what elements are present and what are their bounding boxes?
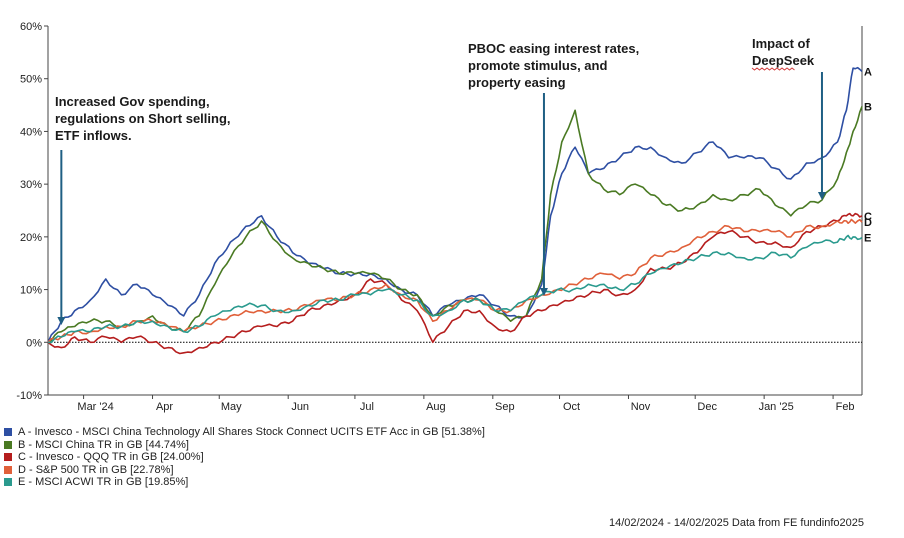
- x-axis: Mar '24 Apr May Jun Jul Aug Sep Oct Nov Dec Jan '2…: [48, 394, 862, 413]
- legend-swatch: [4, 440, 12, 449]
- series-line-E: [47, 234, 863, 344]
- y-tick-label: 10%: [20, 285, 42, 297]
- annotation-text: PBOC easing interest rates,: [468, 41, 639, 56]
- legend-swatch: [4, 478, 12, 487]
- annotation-text: Increased Gov spending,: [55, 94, 210, 109]
- y-tick-label: -10%: [16, 390, 42, 402]
- legend-label: B - MSCI China TR in GB [44.74%]: [18, 438, 189, 451]
- x-tick-label: Aug: [426, 401, 446, 413]
- x-tick-label: Jan '25: [759, 401, 794, 413]
- x-tick-label: May: [221, 401, 242, 413]
- y-tick-label: 50%: [20, 74, 42, 86]
- x-tick-label: Oct: [563, 401, 580, 413]
- annotation-arrowhead: [817, 192, 826, 200]
- end-label-B: B: [864, 101, 872, 113]
- annotation-arrowhead: [57, 317, 66, 325]
- y-tick-label: 60%: [20, 21, 42, 33]
- legend-item-D: D - S&P 500 TR in GB [22.78%]: [4, 464, 485, 477]
- x-tick-label: Jun: [291, 401, 309, 413]
- series-line-B: [47, 106, 863, 343]
- annotation-text: Impact of: [752, 36, 810, 51]
- legend-swatch: [4, 453, 12, 462]
- legend-item-E: E - MSCI ACWI TR in GB [19.85%]: [4, 476, 485, 489]
- legend-item-A: A - Invesco - MSCI China Technology All …: [4, 426, 485, 439]
- legend-label: E - MSCI ACWI TR in GB [19.85%]: [18, 476, 189, 488]
- legend-swatch: [4, 428, 12, 437]
- chart-area: -10% 0% 10% 20% 30% 40% 50% 60% Mar '24 Apr May Ju…: [16, 21, 872, 413]
- series-line-A: [47, 66, 863, 343]
- legend: A - Invesco - MSCI China Technology All …: [4, 426, 485, 489]
- annotation-arrowhead: [539, 288, 548, 296]
- series-layer: [47, 66, 863, 355]
- legend-label: C - Invesco - QQQ TR in GB [24.00%]: [18, 451, 204, 463]
- end-labels: A B CDE: [864, 66, 872, 244]
- series-line-C: [47, 212, 863, 355]
- legend-swatch: [4, 465, 12, 474]
- x-tick-label: Mar '24: [77, 401, 113, 413]
- end-label-D: D: [864, 217, 872, 229]
- footer-source: 14/02/2024 - 14/02/2025 Data from FE fun…: [608, 517, 864, 529]
- x-tick-label: Dec: [697, 401, 717, 413]
- y-axis: -10% 0% 10% 20% 30% 40% 50% 60%: [16, 21, 863, 402]
- x-tick-label: Apr: [156, 401, 173, 413]
- end-label-C: C: [864, 211, 872, 223]
- x-tick-label: Feb: [836, 401, 855, 413]
- legend-label: D - S&P 500 TR in GB [22.78%]: [18, 463, 174, 476]
- legend-item-B: B - MSCI China TR in GB [44.74%]: [4, 439, 485, 452]
- legend-label: A - Invesco - MSCI China Technology All …: [18, 426, 485, 438]
- annotation-text: ETF inflows.: [55, 128, 132, 143]
- end-label-A: A: [864, 66, 872, 78]
- spellcheck-underline: [751, 67, 795, 71]
- legend-item-C: C - Invesco - QQQ TR in GB [24.00%]: [4, 451, 485, 464]
- y-tick-label: 20%: [20, 232, 42, 244]
- annotation-text: property easing: [468, 75, 566, 90]
- y-tick-label: 30%: [20, 179, 42, 191]
- end-label-E: E: [864, 233, 871, 245]
- x-tick-label: Nov: [631, 401, 651, 413]
- annotation-text: DeepSeek: [752, 53, 815, 68]
- y-tick-label: 0%: [26, 337, 42, 349]
- x-tick-label: Sep: [495, 401, 515, 413]
- annotation-layer: Increased Gov spending, regulations on Sh…: [55, 36, 826, 325]
- y-tick-label: 40%: [20, 126, 42, 138]
- annotation-text: regulations on Short selling,: [55, 111, 231, 126]
- x-tick-label: Jul: [360, 401, 374, 413]
- annotation-text: promote stimulus, and: [468, 58, 607, 73]
